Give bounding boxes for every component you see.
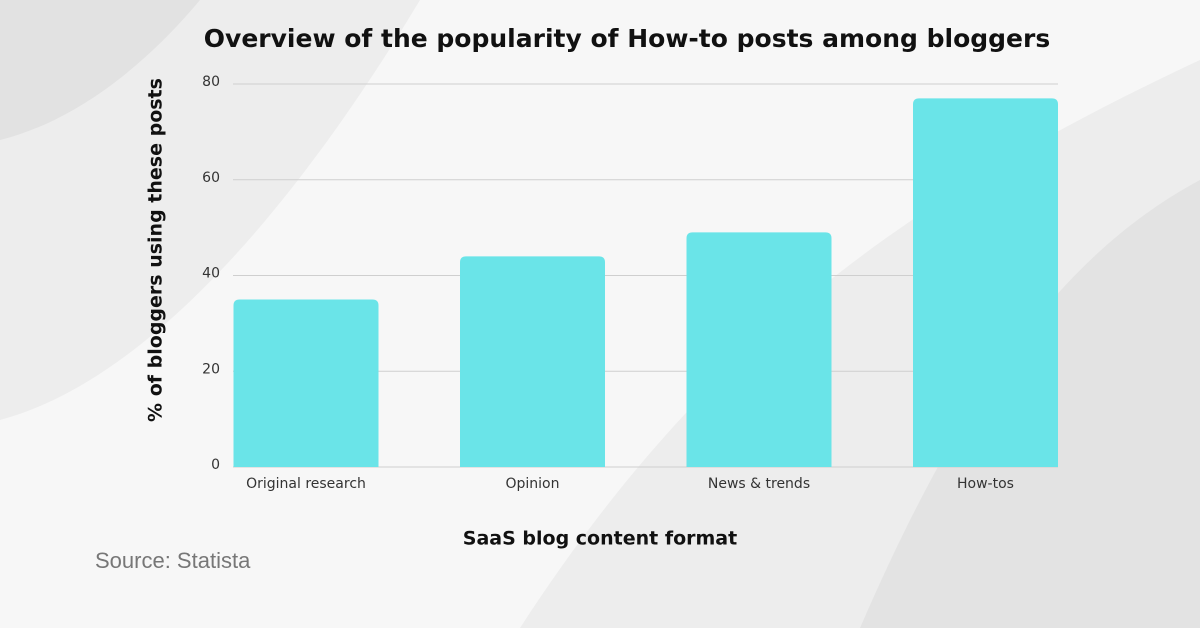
bar (686, 232, 832, 467)
y-axis-title: % of bloggers using these posts (145, 78, 167, 422)
bar (460, 256, 605, 467)
bar (913, 98, 1058, 468)
y-tick-label: 60 (202, 170, 220, 186)
y-tick-label: 0 (211, 457, 220, 473)
y-tick-label: 20 (202, 361, 220, 377)
y-tick-label: 40 (202, 266, 220, 282)
background-shape (0, 0, 200, 140)
x-tick-label: Opinion (506, 476, 560, 492)
source-note: Source: Statista (95, 548, 251, 573)
x-tick-label: Original research (246, 476, 366, 492)
bar (233, 299, 379, 467)
chart-title: Overview of the popularity of How-to pos… (204, 24, 1050, 53)
x-tick-label: How-tos (957, 476, 1014, 492)
x-tick-label: News & trends (708, 476, 810, 492)
y-tick-label: 80 (202, 74, 220, 90)
x-axis-title: SaaS blog content format (463, 528, 737, 550)
